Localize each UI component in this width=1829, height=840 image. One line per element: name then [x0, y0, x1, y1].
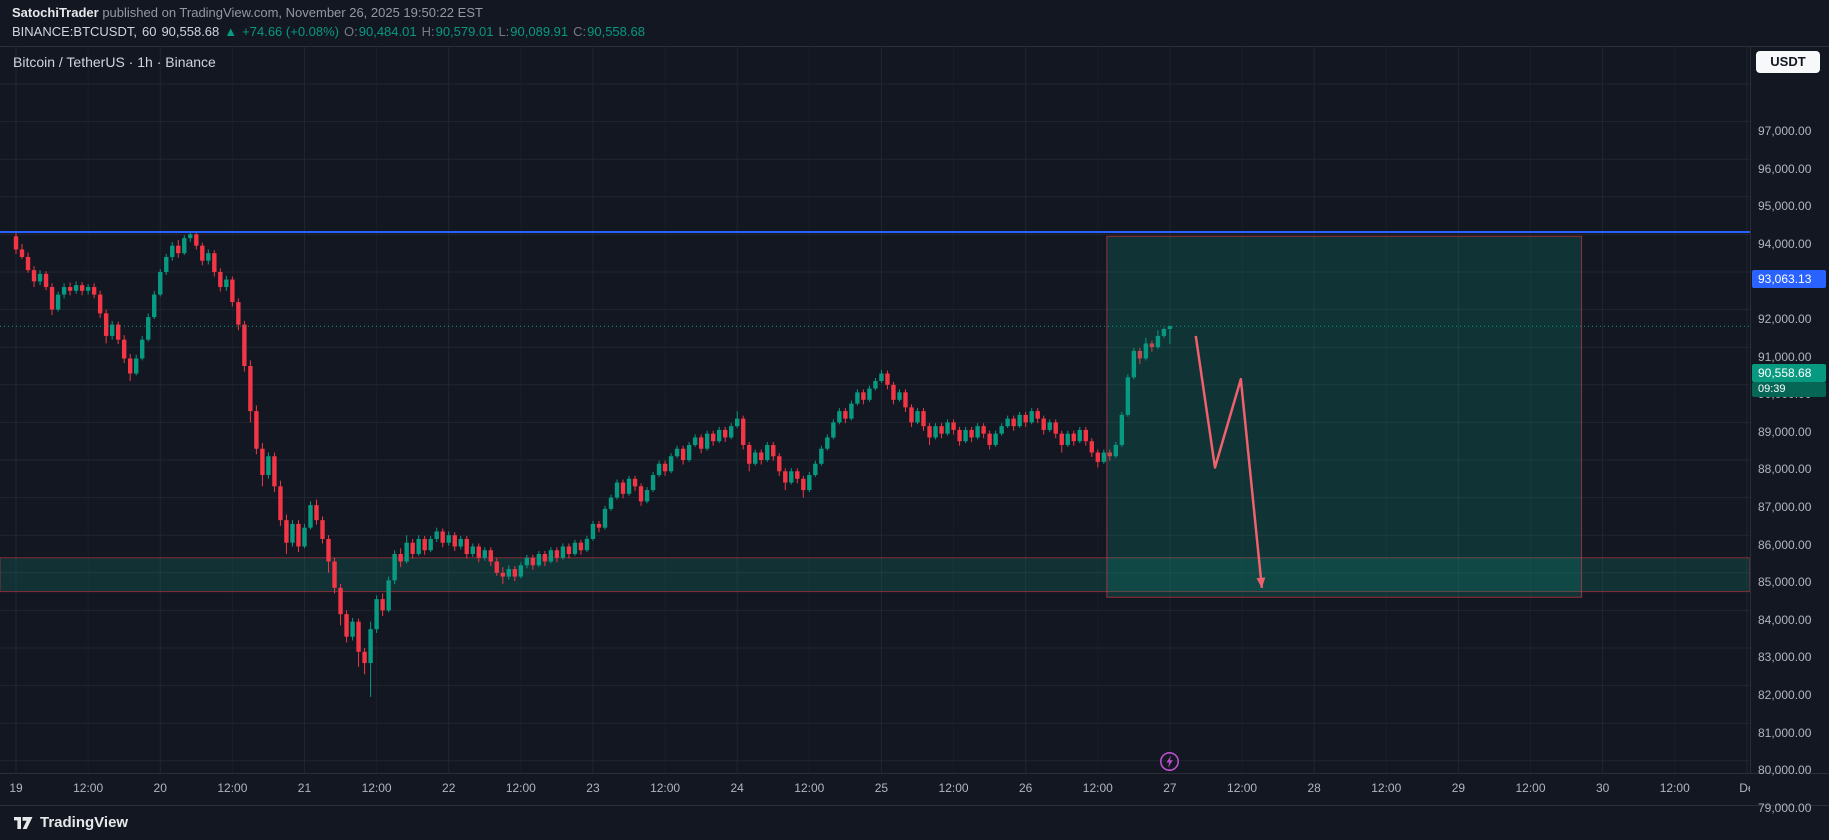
time-tick-hour-label: 12:00: [217, 781, 248, 795]
time-tick-hour-label: 12:00: [505, 781, 536, 795]
price-tick-label: 92,000.00: [1758, 312, 1812, 326]
time-tick-hour-label: 12:00: [1515, 781, 1546, 795]
high-label: H:: [421, 24, 435, 39]
price-tick-label: 79,000.00: [1758, 800, 1812, 815]
time-tick-day-label: 29: [1451, 781, 1466, 795]
price-tick-label: 84,000.00: [1758, 612, 1812, 627]
price-tick-label: 97,000.00: [1758, 124, 1812, 138]
publish-header: SatochiTrader published on TradingView.c…: [12, 5, 483, 20]
interval-value: 60: [141, 24, 157, 39]
bar-countdown-label: 09:39: [1752, 382, 1826, 398]
chart-legend-title: Bitcoin / TetherUS · 1h · Binance: [13, 54, 216, 70]
currency-toggle-button[interactable]: USDT: [1756, 51, 1820, 73]
price-tick-label: 83,000.00: [1758, 650, 1812, 665]
symbol-status-line: BINANCE:BTCUSDT, 60 90,558.68 ▲ +74.66 (+0.0…: [12, 24, 650, 39]
time-tick-day-label: 21: [297, 781, 312, 795]
time-tick-hour-label: 12:00: [1659, 781, 1690, 795]
footer-separator: [0, 805, 1829, 806]
time-tick-day-label: 20: [153, 781, 167, 795]
last-price-axis-label: 90,558.68: [1752, 364, 1826, 383]
time-tick-day-label: 19: [9, 781, 23, 795]
time-tick-hour-label: 12:00: [938, 781, 969, 795]
candlestick-series: [13, 232, 1173, 697]
price-change-value: +74.66 (+0.08%): [242, 24, 340, 39]
time-tick-hour-label: 12:00: [361, 781, 392, 795]
arrow-head: [1256, 577, 1266, 588]
time-tick-hour-label: 12:00: [73, 781, 104, 795]
open-value: 90,484.01: [358, 24, 417, 39]
time-tick-hour-label: 12:00: [650, 781, 681, 795]
time-tick-hour-label: 12:00: [794, 781, 825, 795]
price-tick-label: 81,000.00: [1758, 725, 1812, 740]
close-value: 90,558.68: [587, 24, 645, 39]
time-tick-day-label: De: [1739, 781, 1750, 795]
publish-info-text: published on TradingView.com, November 2…: [98, 5, 483, 20]
time-tick-day-label: 28: [1307, 781, 1321, 795]
open-label: O:: [344, 24, 358, 39]
support-zone-band[interactable]: [0, 557, 1751, 593]
time-axis-separator: [0, 773, 1829, 774]
tradingview-logo[interactable]: TradingView: [14, 814, 128, 831]
price-tick-label: 82,000.00: [1758, 688, 1812, 702]
low-value: 90,089.91: [510, 24, 569, 39]
footer-bar: TradingView: [0, 805, 1829, 840]
price-tick-label: 96,000.00: [1758, 161, 1812, 176]
price-tick-label: 91,000.00: [1758, 349, 1812, 364]
publisher-name: SatochiTrader: [12, 5, 99, 20]
price-tick-label: 89,000.00: [1758, 424, 1812, 439]
price-tick-label: 95,000.00: [1758, 199, 1812, 214]
time-tick-day-label: 27: [1163, 781, 1177, 795]
header-separator: [0, 46, 1829, 47]
time-tick-day-label: 26: [1018, 781, 1033, 795]
price-tick-label: 88,000.00: [1758, 462, 1812, 477]
time-scale[interactable]: 19 12:00 20 12:00 21 12:00 22 12:00 23 12:00 24 12:…: [0, 773, 1750, 805]
last-price-value: 90,558.68: [161, 24, 220, 39]
projection-box-drawing[interactable]: [1106, 235, 1583, 598]
time-tick-hour-label: 12:00: [1371, 781, 1402, 795]
price-tick-label: 94,000.00: [1758, 236, 1812, 251]
price-tick-label: 87,000.00: [1758, 500, 1812, 514]
time-tick-day-label: 23: [586, 781, 600, 795]
time-tick-day-label: 22: [442, 781, 456, 795]
change-up-arrow-icon: ▲: [224, 24, 238, 39]
price-axis-separator: [1750, 47, 1751, 773]
time-tick-day-label: 24: [730, 781, 744, 795]
tradingview-logo-icon: [14, 817, 33, 829]
close-label: C:: [573, 24, 587, 39]
price-tick-label: 86,000.00: [1758, 537, 1812, 552]
time-tick-day-label: 30: [1595, 781, 1610, 795]
price-tick-label: 80,000.00: [1758, 763, 1812, 778]
high-value: 90,579.01: [435, 24, 494, 39]
low-label: L:: [498, 24, 510, 39]
time-tick-day-label: 25: [874, 781, 889, 795]
time-tick-hour-label: 12:00: [1227, 781, 1258, 795]
price-scale[interactable]: 93,063.13 90,558.68 09:39 97,000.00 96,00…: [1751, 47, 1829, 815]
zigzag-arrow-drawing[interactable]: [1194, 335, 1264, 588]
economic-event-icon[interactable]: [1159, 751, 1180, 772]
symbol-name: BINANCE:BTCUSDT,: [12, 24, 137, 39]
time-tick-hour-label: 12:00: [1082, 781, 1113, 795]
hline-price-axis-label: 93,063.13: [1752, 270, 1826, 289]
grid-lines: [0, 47, 1750, 773]
tradingview-brand-text: TradingView: [40, 814, 129, 831]
price-tick-label: 85,000.00: [1758, 575, 1812, 590]
